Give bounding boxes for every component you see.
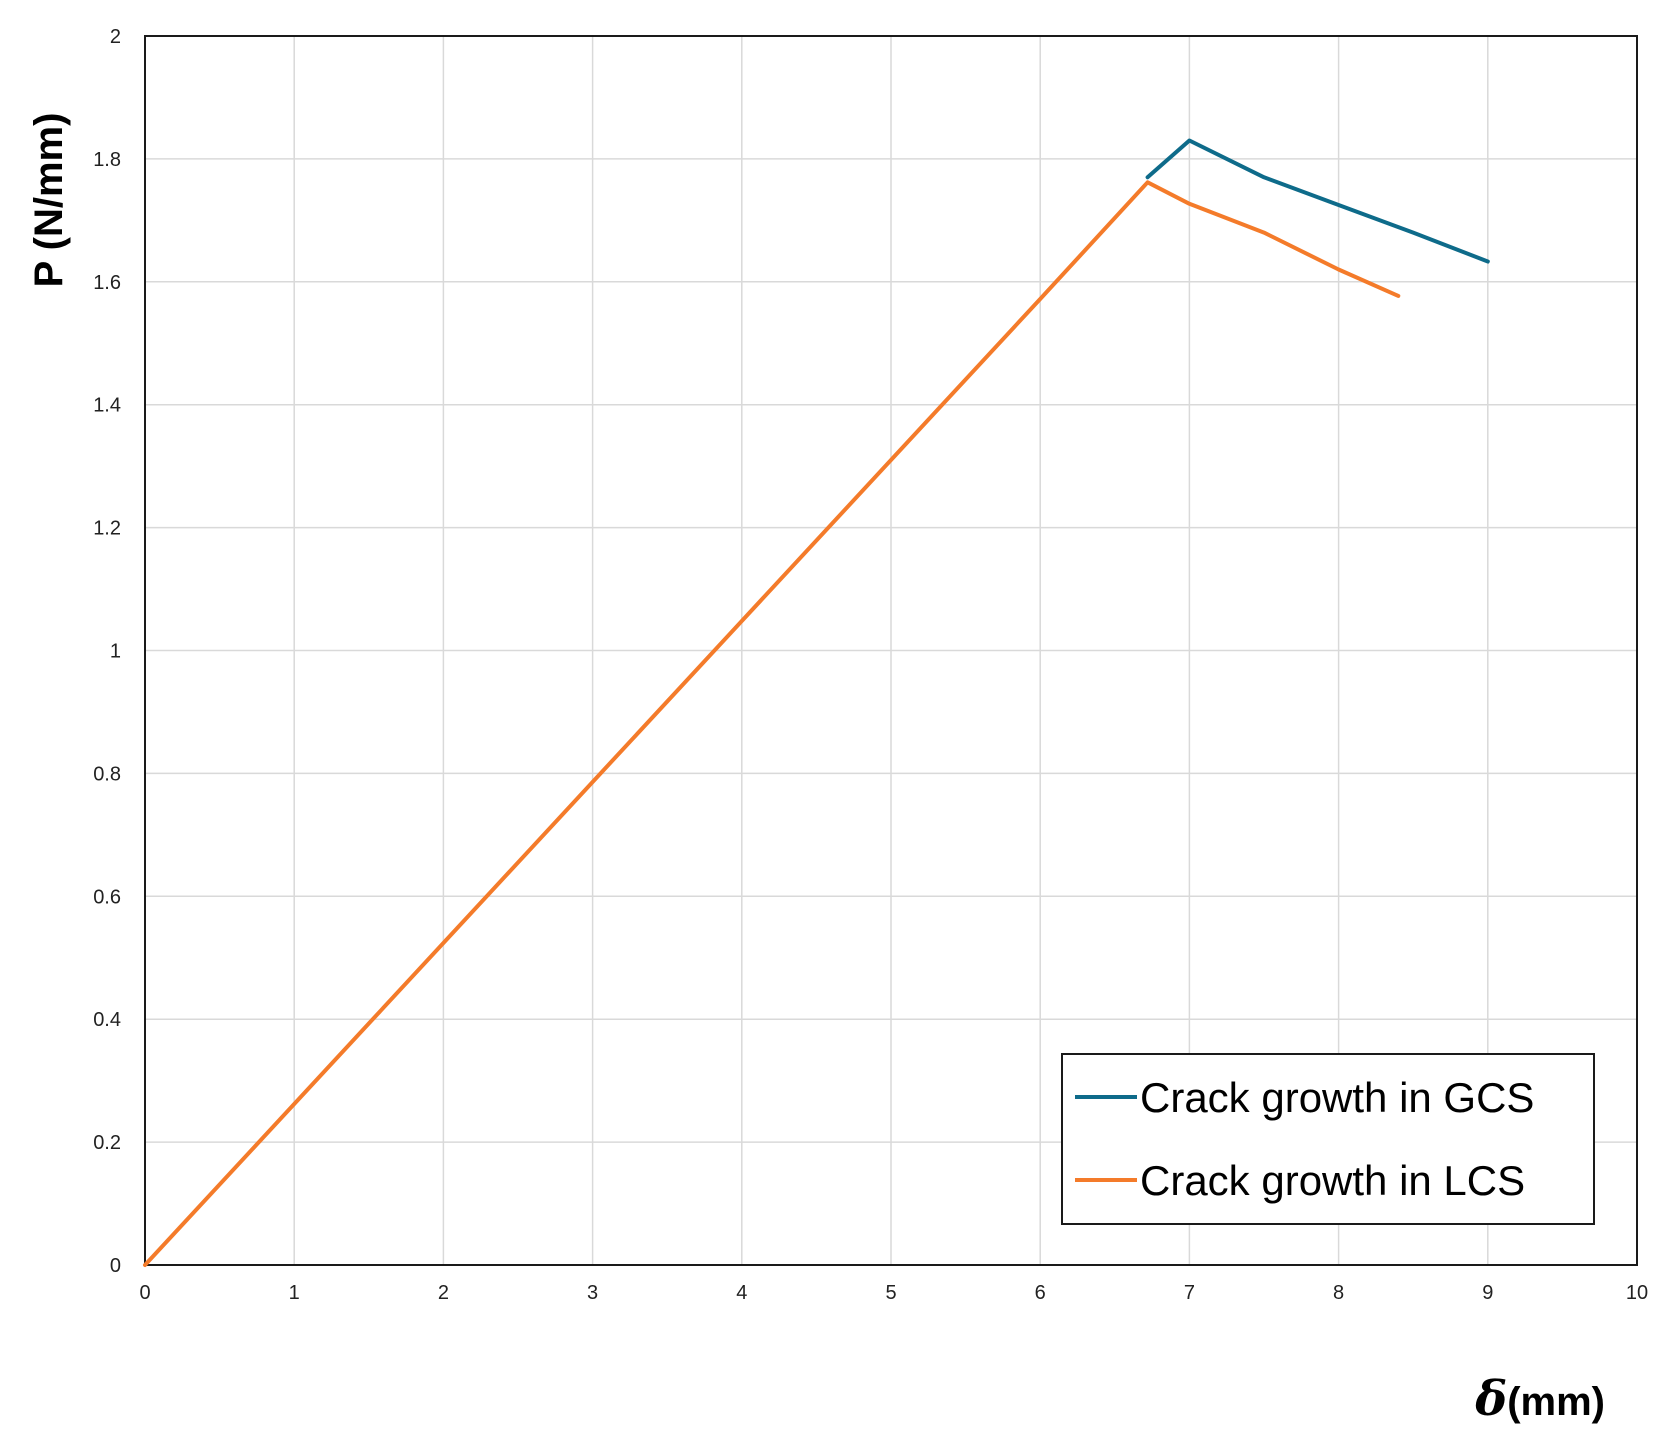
x-tick-label: 0 (139, 1282, 150, 1304)
x-tick-label: 8 (1333, 1282, 1344, 1304)
x-axis-ticks: 0 1 2 3 4 5 6 7 8 9 10 (139, 1282, 1648, 1304)
x-axis-label: δ(mm) (1474, 1371, 1605, 1427)
y-tick-label: 2 (110, 26, 121, 48)
x-tick-label: 9 (1482, 1282, 1493, 1304)
series-line-lcs (143, 180, 1401, 1267)
series-line-gcs (1145, 138, 1490, 264)
legend-box (1061, 1053, 1595, 1225)
y-tick-label: 1.8 (93, 149, 121, 171)
y-axis-ticks: 0 0.2 0.4 0.6 0.8 1 1.2 1.4 1.6 1.8 2 (93, 26, 121, 1277)
x-tick-label: 4 (736, 1282, 747, 1304)
x-tick-label: 3 (587, 1282, 598, 1304)
x-tick-label: 1 (289, 1282, 300, 1304)
y-tick-label: 0.8 (93, 763, 121, 785)
y-tick-label: 0 (110, 1255, 121, 1277)
legend-label-lcs: Crack growth in LCS (1140, 1157, 1525, 1204)
series-lines (143, 138, 1490, 1267)
y-tick-label: 1.4 (93, 395, 121, 417)
x-tick-label: 6 (1035, 1282, 1046, 1304)
x-tick-label: 7 (1184, 1282, 1195, 1304)
legend: Crack growth in GCS Crack growth in LCS (1061, 1053, 1595, 1225)
y-tick-label: 1.2 (93, 518, 121, 540)
y-tick-label: 0.4 (93, 1009, 121, 1031)
x-axis-label-unit: (mm) (1507, 1380, 1605, 1424)
y-tick-label: 0.2 (93, 1132, 121, 1154)
y-tick-label: 0.6 (93, 886, 121, 908)
y-tick-label: 1.6 (93, 272, 121, 294)
x-tick-label: 2 (438, 1282, 449, 1304)
legend-label-gcs: Crack growth in GCS (1140, 1074, 1534, 1121)
y-axis-label: P (N/mm) (27, 113, 71, 288)
plot-area-border (144, 35, 1638, 1266)
x-axis-label-symbol: δ (1474, 1371, 1507, 1427)
y-tick-label: 1 (110, 641, 121, 663)
x-tick-label: 10 (1626, 1282, 1648, 1304)
x-tick-label: 5 (885, 1282, 896, 1304)
